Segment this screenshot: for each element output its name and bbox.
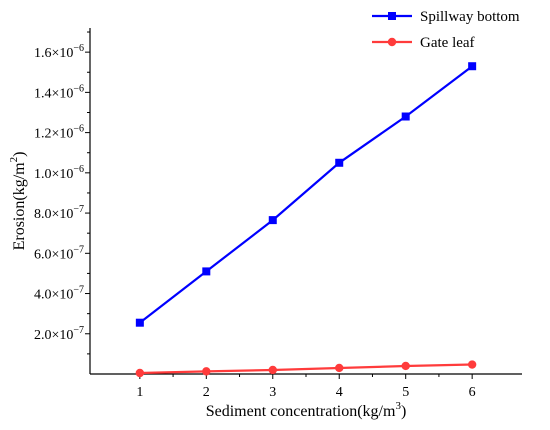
- legend-marker-2: [387, 37, 397, 47]
- legend-label-1: Spillway bottom: [420, 9, 520, 25]
- y-tick-label: 8.0×10−7: [34, 204, 84, 222]
- series-line-1: [139, 65, 473, 324]
- x-tick-label: 5: [402, 385, 409, 400]
- y-tick-label: 6.0×10−7: [34, 244, 84, 262]
- x-tick-label: 1: [136, 385, 143, 400]
- y-tick-label: 2.0×10−7: [34, 325, 84, 343]
- y-axis-title: Erosion(kg/m2): [8, 152, 28, 251]
- x-axis-title: Sediment concentration(kg/m3): [206, 400, 407, 420]
- y-tick-label: 1.0×10−6: [34, 164, 84, 182]
- axes: 1 2 3 4 5 6 2.0×10−7 4.0×10−7 6.0×10−7 8.0×10−7 1.…: [8, 28, 522, 420]
- data-point-2: [268, 365, 277, 375]
- x-tick-label: 3: [269, 385, 276, 400]
- y-tick-label: 1.4×10−6: [34, 83, 84, 101]
- y-tick-label: 4.0×10−7: [34, 285, 84, 303]
- data-point-1: [268, 216, 277, 225]
- data-point-1: [135, 318, 144, 327]
- data-point-1: [335, 158, 344, 167]
- data-point-1: [202, 267, 211, 276]
- y-tick-label: 1.2×10−6: [34, 124, 84, 142]
- legend-marker-1: [388, 12, 396, 20]
- data-point-1: [401, 112, 410, 121]
- x-tick-label: 2: [203, 385, 210, 400]
- x-tick-label: 4: [336, 385, 343, 400]
- data-point-1: [468, 62, 477, 71]
- data-point-2: [202, 367, 211, 376]
- legend: Spillway bottom Gate leaf: [372, 9, 520, 51]
- series-line-2: [139, 363, 473, 375]
- data-point-2: [401, 361, 410, 371]
- data-point-2: [467, 360, 477, 369]
- x-tick-label: 6: [469, 385, 476, 400]
- y-tick-label: 1.6×10−6: [34, 43, 84, 61]
- series-layer: [135, 62, 477, 378]
- data-point-2: [335, 363, 344, 373]
- data-point-2: [135, 368, 145, 378]
- legend-label-2: Gate leaf: [420, 35, 475, 51]
